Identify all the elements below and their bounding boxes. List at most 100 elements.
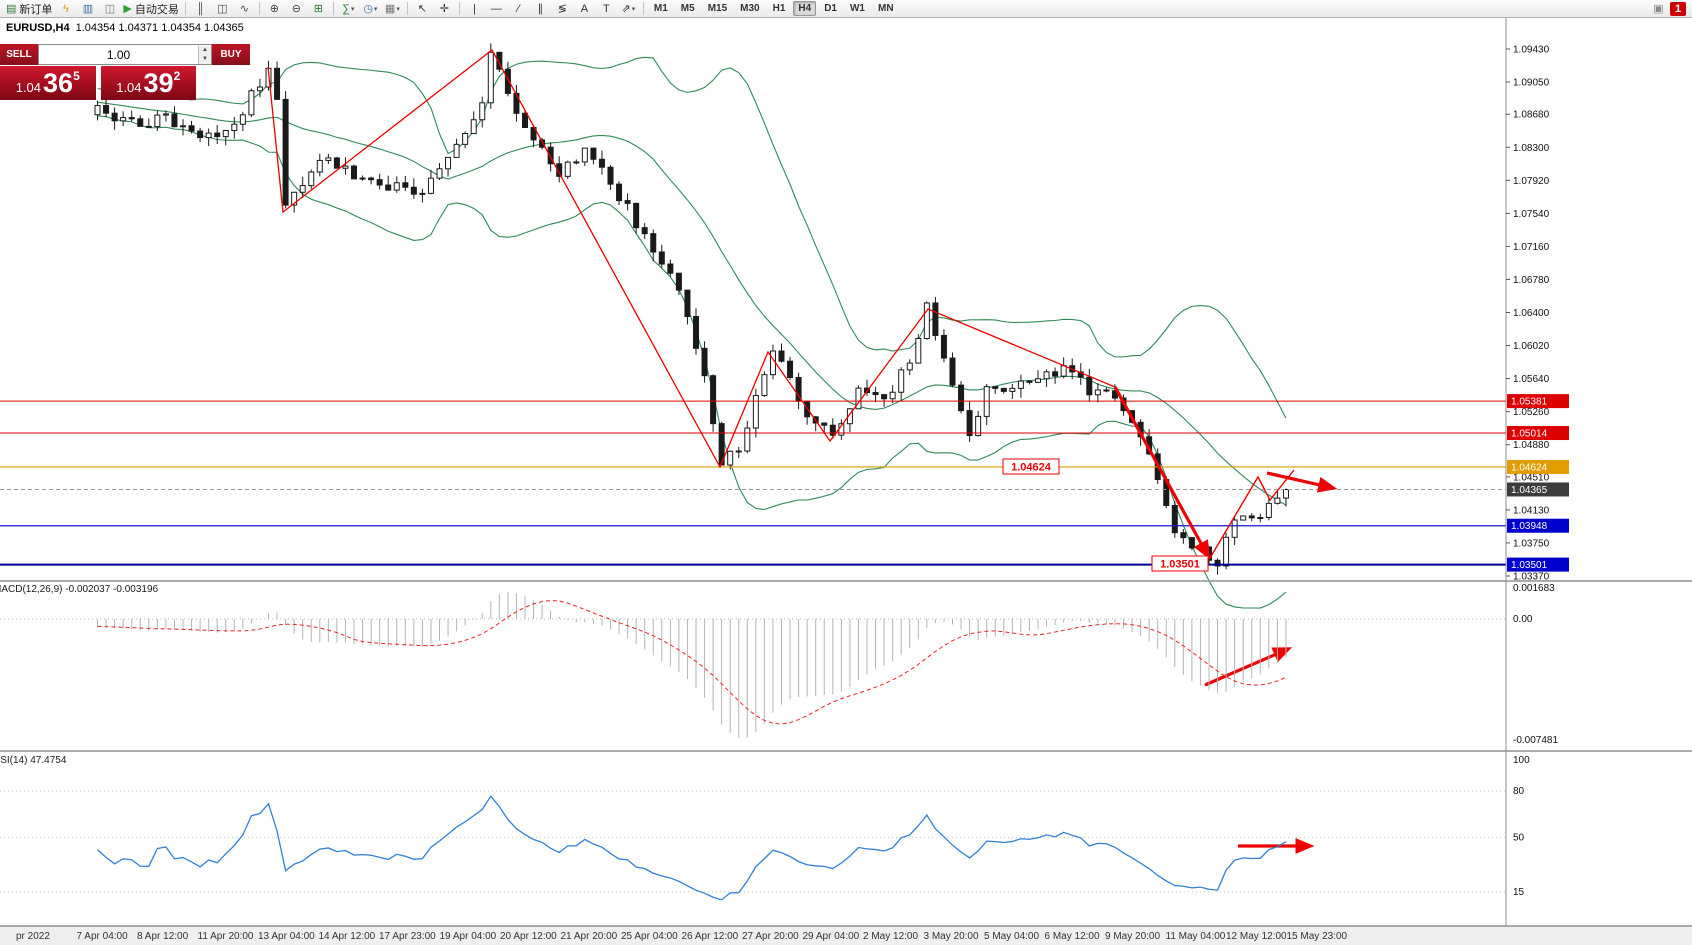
svg-text:1.03370: 1.03370 bbox=[1513, 572, 1550, 583]
line-chart-mode-button[interactable]: ∿ bbox=[234, 1, 255, 17]
volume-decrease-button[interactable]: ▼ bbox=[199, 54, 211, 64]
svg-text:14 Apr 12:00: 14 Apr 12:00 bbox=[319, 931, 376, 942]
timeframe-M1[interactable]: M1 bbox=[653, 3, 668, 14]
zoom-out-button[interactable]: ⊖ bbox=[286, 1, 307, 17]
timeframe-M15[interactable]: M15 bbox=[707, 3, 728, 14]
svg-text:19 Apr 04:00: 19 Apr 04:00 bbox=[440, 931, 497, 942]
window-list-button[interactable]: ▣ bbox=[1648, 1, 1669, 17]
svg-text:1.06020: 1.06020 bbox=[1513, 341, 1550, 352]
cursor-tool[interactable]: ↖ bbox=[412, 1, 433, 17]
profiles-button-icon: ◫ bbox=[104, 2, 116, 15]
zoom-in-button[interactable]: ⊕ bbox=[264, 1, 285, 17]
bar-chart-mode-button[interactable]: ║ bbox=[190, 1, 211, 17]
svg-text:25 Apr 04:00: 25 Apr 04:00 bbox=[621, 931, 678, 942]
panel-frame bbox=[0, 18, 1692, 927]
svg-text:7 Apr 04:00: 7 Apr 04:00 bbox=[77, 931, 129, 942]
templates-button[interactable]: ▦ ▾ bbox=[382, 1, 403, 17]
one-click-trading-panel: SELL ▲ ▼ BUY 1.04 36 5 1.04 39 2 bbox=[0, 44, 250, 100]
cursor-tool-icon: ↖ bbox=[417, 2, 427, 15]
channel-tool[interactable]: ∥ bbox=[530, 1, 551, 17]
toolbar-separator bbox=[258, 2, 260, 15]
price-right-arrow bbox=[1266, 471, 1338, 493]
price-axis-badges: 1.05381 1.05014 1.04624 1.04365 1.03948 1.035… bbox=[1507, 394, 1569, 572]
caret-down-icon: ▾ bbox=[373, 5, 378, 13]
arrows-tool[interactable]: ⇗ ▾ bbox=[618, 1, 639, 17]
bar-chart-mode-button-icon: ║ bbox=[196, 2, 205, 15]
thick-arrows bbox=[1113, 386, 1338, 854]
buy-button[interactable]: BUY bbox=[212, 44, 250, 65]
macd-axis-labels: 0.001683 0.00 -0.007481 bbox=[1513, 583, 1558, 746]
trendline-tool-icon: ∕ bbox=[517, 2, 520, 15]
svg-text:1.04624: 1.04624 bbox=[1011, 462, 1052, 474]
timeframe-D1[interactable]: D1 bbox=[824, 3, 837, 14]
new-order-button[interactable]: ▤ 新订单 bbox=[4, 1, 54, 17]
label-tool-icon: T bbox=[603, 2, 610, 15]
buy-price-button[interactable]: 1.04 39 2 bbox=[100, 66, 196, 100]
fibonacci-tool[interactable]: ≶ bbox=[552, 1, 573, 17]
svg-text:1.05014: 1.05014 bbox=[1511, 429, 1548, 440]
horizontal-line-tool[interactable]: — bbox=[486, 1, 507, 17]
sell-price-button[interactable]: 1.04 36 5 bbox=[0, 66, 96, 100]
candlestick-mode-button-icon: ◫ bbox=[217, 2, 228, 15]
trendline-tool[interactable]: ∕ bbox=[508, 1, 529, 17]
toolbar-separator bbox=[406, 2, 408, 15]
svg-text:1.03501: 1.03501 bbox=[1511, 560, 1548, 571]
svg-text:15: 15 bbox=[1513, 887, 1525, 898]
svg-text:1.05381: 1.05381 bbox=[1511, 397, 1548, 408]
svg-text:11 Apr 20:00: 11 Apr 20:00 bbox=[198, 931, 254, 942]
rsi-panel bbox=[0, 790, 1506, 901]
svg-text:17 Apr 23:00: 17 Apr 23:00 bbox=[379, 931, 436, 942]
indicators-button[interactable]: ∑ ▾ bbox=[338, 1, 359, 17]
svg-text:0.00: 0.00 bbox=[1513, 614, 1533, 625]
text-tool[interactable]: A bbox=[574, 1, 595, 17]
svg-text:1.04130: 1.04130 bbox=[1513, 505, 1550, 516]
autotrading-button-label: 自动交易 bbox=[134, 3, 179, 16]
svg-text:27 Apr 20:00: 27 Apr 20:00 bbox=[742, 931, 799, 942]
sell-price-main: 36 bbox=[43, 68, 74, 98]
vertical-line-tool[interactable]: | bbox=[464, 1, 485, 17]
svg-text:13 Apr 04:00: 13 Apr 04:00 bbox=[258, 931, 315, 942]
svg-text:29 Apr 04:00: 29 Apr 04:00 bbox=[803, 931, 860, 942]
sell-button[interactable]: SELL bbox=[0, 44, 38, 65]
svg-text:11 May 04:00: 11 May 04:00 bbox=[1166, 931, 1226, 942]
sell-price-pip: 5 bbox=[73, 69, 80, 83]
label-tool[interactable]: T bbox=[596, 1, 617, 17]
svg-text:20 Apr 12:00: 20 Apr 12:00 bbox=[500, 931, 557, 942]
crosshair-tool[interactable]: ✛ bbox=[434, 1, 455, 17]
quick-trade-button[interactable]: ϟ bbox=[55, 1, 76, 17]
svg-text:9 May 20:00: 9 May 20:00 bbox=[1105, 931, 1160, 942]
svg-text:3 May 20:00: 3 May 20:00 bbox=[924, 931, 979, 942]
period-button[interactable]: ◷ ▾ bbox=[360, 1, 381, 17]
candles bbox=[94, 43, 1289, 575]
buy-price-prefix: 1.04 bbox=[116, 80, 142, 95]
timeframe-H4[interactable]: H4 bbox=[793, 1, 817, 16]
channel-tool-icon: ∥ bbox=[537, 2, 544, 15]
timeframe-M5[interactable]: M5 bbox=[680, 3, 695, 14]
tile-windows-button[interactable]: ⊞ bbox=[308, 1, 329, 17]
zoom-in-button-icon: ⊕ bbox=[269, 2, 279, 15]
svg-text:1.04880: 1.04880 bbox=[1513, 440, 1550, 451]
svg-text:26 Apr 12:00: 26 Apr 12:00 bbox=[682, 931, 739, 942]
macd-indicator-label: MACD(12,26,9) -0.002037 -0.003196 bbox=[0, 584, 159, 595]
quick-trade-button-icon: ϟ bbox=[62, 2, 69, 15]
new-chart-button[interactable]: ▥ bbox=[77, 1, 98, 17]
timeframe-W1[interactable]: W1 bbox=[849, 3, 865, 14]
svg-text:1.08680: 1.08680 bbox=[1513, 110, 1550, 121]
timeframe-MN[interactable]: MN bbox=[877, 3, 894, 14]
candlestick-mode-button[interactable]: ◫ bbox=[212, 1, 233, 17]
timeframe-H1[interactable]: H1 bbox=[772, 3, 786, 14]
window-list-icon: ▣ bbox=[1653, 2, 1664, 15]
profiles-button[interactable]: ◫ bbox=[99, 1, 120, 17]
timeframe-M30[interactable]: M30 bbox=[740, 3, 760, 14]
alerts-badge[interactable]: 1 bbox=[1670, 1, 1686, 16]
autotrading-button-icon: ▶ bbox=[123, 2, 132, 15]
autotrading-button[interactable]: ▶ 自动交易 bbox=[121, 1, 180, 17]
svg-text:80: 80 bbox=[1513, 786, 1525, 797]
volume-input[interactable] bbox=[39, 46, 198, 63]
svg-text:100: 100 bbox=[1513, 755, 1530, 766]
volume-increase-button[interactable]: ▲ bbox=[199, 45, 211, 55]
toolbar-separator bbox=[184, 2, 186, 15]
svg-text:8 Apr 12:00: 8 Apr 12:00 bbox=[137, 931, 189, 942]
